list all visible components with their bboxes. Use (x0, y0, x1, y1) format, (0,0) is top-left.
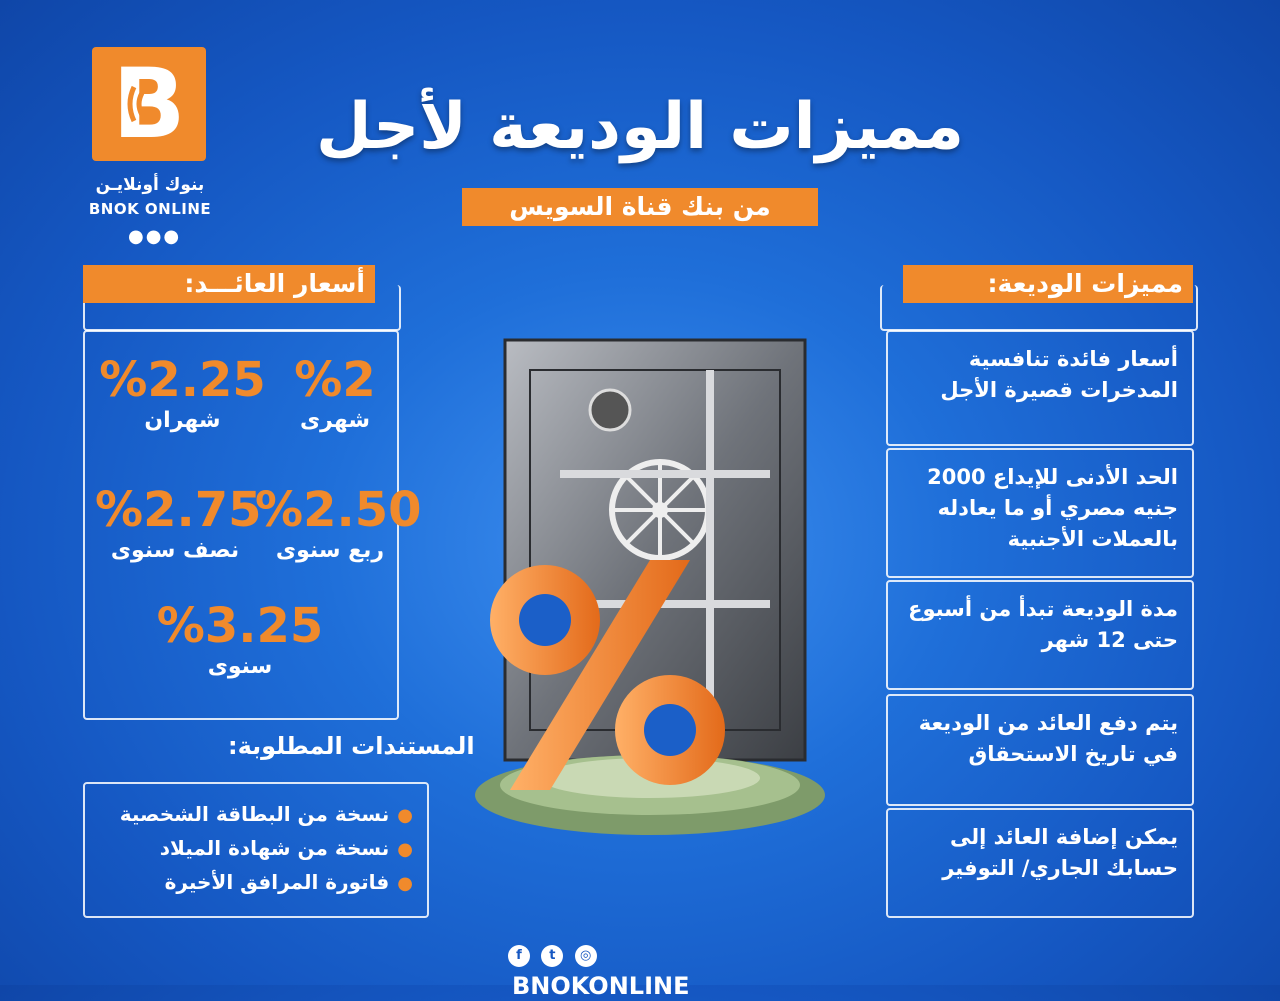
page-subtitle: من بنك قناة السويس (462, 188, 818, 226)
facebook-icon[interactable]: f (508, 945, 530, 967)
signal-waves-icon (127, 85, 145, 123)
rate-period: نصف سنوى (110, 538, 240, 563)
feature-card-1: أسعار فائدة تنافسية المدخرات قصيرة الأجل (886, 330, 1194, 446)
feature-card-2: الحد الأدنى للإيداع 2000 جنيه مصري أو ما… (886, 448, 1194, 578)
feature-text-2: الحد الأدنى للإيداع 2000 جنيه مصري أو ما… (927, 465, 1178, 551)
feature-card-4: يتم دفع العائد من الوديعة في تاريخ الاست… (886, 694, 1194, 806)
brand-name-english: BNOK ONLINE (88, 200, 212, 218)
rates-label: أسعار العائـــد: (83, 265, 375, 303)
rate-quarterly: %2.50 ربع سنوى (255, 482, 422, 566)
vault-percent-illustration (475, 338, 825, 835)
money-pile-icon (475, 755, 825, 835)
brand-dots: ●●● (128, 226, 182, 247)
document-item: ●فاتورة المرافق الأخيرة (164, 870, 413, 894)
brand-name-arabic: بنوك أونلايـن (95, 175, 205, 195)
footer-handle: BNOKONLINE (512, 972, 690, 1000)
rates-panel: %2 شهرى %2.25 شهران %2.50 ربع سنوى %2.75… (83, 330, 422, 720)
bullet-icon: ● (397, 873, 413, 894)
instagram-icon[interactable]: ◎ (574, 945, 597, 967)
bullet-icon: ● (397, 805, 413, 826)
rate-value: %2.75 (95, 482, 262, 538)
feature-text-4: يتم دفع العائد من الوديعة في تاريخ الاست… (918, 711, 1178, 766)
rate-value: %2.50 (255, 482, 422, 538)
features-label: مميزات الوديعة: (903, 265, 1193, 303)
document-item: ●نسخة من شهادة الميلاد (159, 836, 413, 860)
rate-two-months: %2.25 شهران (95, 354, 270, 436)
rate-value: %2 (294, 352, 376, 408)
rate-semiannual: %2.75 نصف سنوى (95, 482, 262, 566)
footer-social: f t ◎ BNOKONLINE (508, 940, 788, 1000)
rate-annual: %3.25 سنوى (155, 600, 325, 682)
documents-label: المستندات المطلوبة: (228, 732, 475, 760)
rate-period: شهران (144, 408, 221, 433)
rate-period: شهرى (299, 408, 370, 433)
feature-text-3: مدة الوديعة تبدأ من أسبوع حتى 12 شهر (908, 597, 1178, 652)
document-item: ●نسخة من البطاقة الشخصية (119, 802, 413, 826)
feature-text-5: يمكن إضافة العائد إلى حسابك الجاري/ التو… (942, 825, 1178, 880)
rate-value: %3.25 (156, 598, 324, 654)
rate-monthly: %2 شهرى (275, 354, 395, 436)
rate-value: %2.25 (99, 352, 266, 408)
feature-card-5: يمكن إضافة العائد إلى حسابك الجاري/ التو… (886, 808, 1194, 918)
bank-logo: B (92, 47, 206, 161)
feature-text-1: أسعار فائدة تنافسية المدخرات قصيرة الأجل (940, 347, 1178, 402)
feature-card-3: مدة الوديعة تبدأ من أسبوع حتى 12 شهر (886, 580, 1194, 690)
rate-period: ربع سنوى (275, 538, 385, 563)
percent-sign-icon (490, 560, 725, 790)
rate-period: سنوى (207, 654, 273, 679)
twitter-icon[interactable]: t (541, 945, 564, 967)
page-title: مميزات الوديعة لأجل (315, 90, 965, 164)
bullet-icon: ● (397, 839, 413, 860)
logo-letter: B (112, 48, 186, 160)
documents-panel: ●نسخة من البطاقة الشخصية ●نسخة من شهادة … (83, 782, 429, 918)
